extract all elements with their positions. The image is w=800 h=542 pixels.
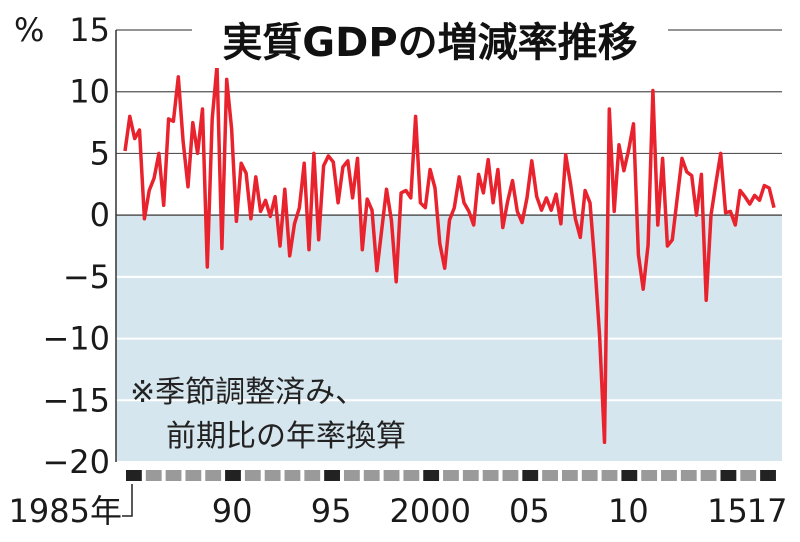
y-tick-label: 5	[90, 134, 110, 172]
x-tick-segment	[502, 470, 519, 481]
chart-title: 実質GDPの増減率推移	[222, 20, 637, 66]
x-tick-segment	[641, 470, 658, 481]
x-tick-segment	[522, 470, 539, 481]
title-background	[192, 8, 668, 68]
y-tick-label: 0	[90, 196, 110, 234]
x-tick-segment	[680, 470, 697, 481]
x-tick-segment	[145, 470, 162, 481]
y-tick-label: 15	[69, 11, 110, 49]
x-tick-segment	[383, 470, 400, 481]
x-tick-label: 17	[747, 492, 788, 530]
x-tick-label: 2000	[390, 492, 471, 530]
x-tick-label: 90	[212, 492, 253, 530]
x-tick-segment	[542, 470, 558, 481]
x-tick-segment	[561, 470, 578, 481]
x-tick-segment	[423, 470, 440, 481]
x-tick-segment	[165, 470, 182, 481]
series-line	[123, 64, 776, 445]
x-label-bracket	[122, 484, 133, 517]
x-tick-segment	[205, 470, 222, 481]
x-tick-segment	[482, 470, 499, 481]
y-tick-label: 10	[69, 73, 110, 111]
x-tick-segment	[601, 470, 618, 481]
x-tick-segment	[443, 470, 459, 481]
y-tick-label: −10	[42, 320, 110, 358]
x-tick-label: 05	[509, 492, 550, 530]
y-tick-label: −15	[42, 381, 110, 419]
x-tick-segment	[363, 470, 380, 481]
y-tick-labels: 15 10 5 0 −5 −10 −15 −20%	[14, 11, 110, 481]
y-tick-label: −5	[63, 258, 110, 296]
y-unit-label: %	[14, 11, 44, 49]
x-tick-label: 15	[707, 492, 748, 530]
x-tick-segment	[225, 470, 241, 481]
x-tick-label: 10	[608, 492, 649, 530]
x-tick-label: 95	[311, 492, 352, 530]
x-tick-segment	[621, 470, 638, 481]
y-tick-label: −20	[42, 443, 110, 481]
x-tick-segment	[760, 470, 776, 481]
x-tick-label: 1985年	[9, 492, 122, 530]
annotation-line-1: ※季節調整済み、	[130, 375, 365, 410]
annotation-line-2: 前期比の年率換算	[166, 419, 406, 454]
x-tick-segment	[581, 470, 598, 481]
x-tick-segment	[284, 470, 301, 481]
x-tick-segment	[264, 470, 281, 481]
x-tick-segment	[126, 470, 142, 481]
x-tick-segment	[462, 470, 479, 481]
x-tick-segment	[700, 470, 717, 481]
x-tick-segment	[403, 470, 420, 481]
x-tick-segment	[324, 470, 340, 481]
x-tick-segment	[343, 470, 360, 481]
x-tick-segment	[304, 470, 321, 481]
x-tick-segment	[720, 470, 737, 481]
x-tick-segment	[185, 470, 202, 481]
x-axis-tick-bar	[126, 470, 776, 481]
x-tick-segment	[244, 470, 261, 481]
x-tick-segment	[740, 470, 757, 481]
x-tick-segment	[661, 470, 677, 481]
